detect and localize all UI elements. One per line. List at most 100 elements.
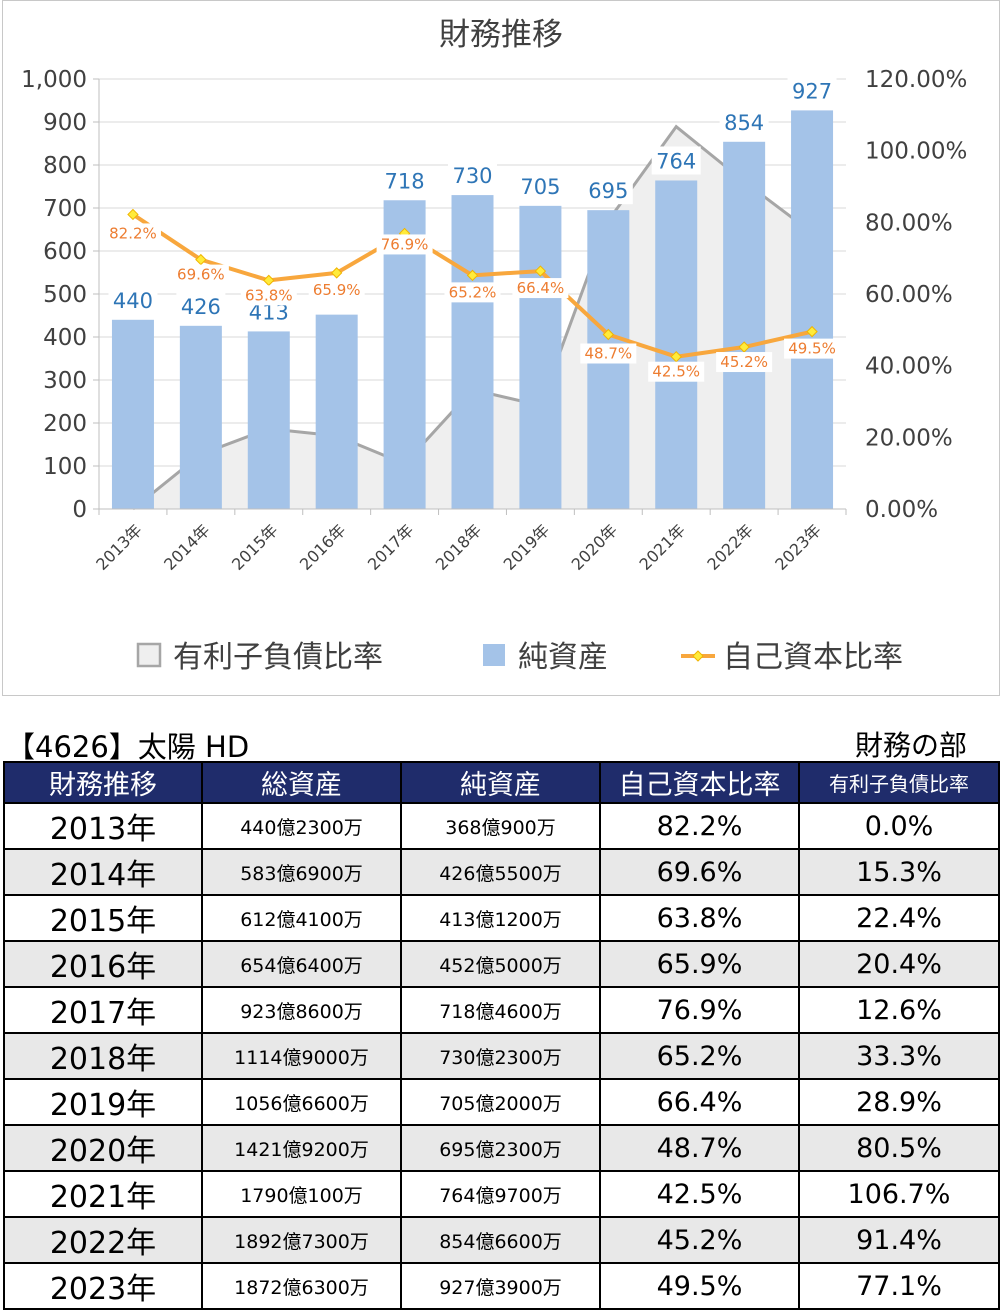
series-area-debt-ratio <box>132 126 813 510</box>
y-right-tick-label: 60.00% <box>865 282 953 308</box>
year-cell: 2019年 <box>3 1078 203 1126</box>
y-left-tick-label: 900 <box>43 110 87 136</box>
bar-label-bg <box>651 146 701 175</box>
table-row: 2017年 923億8600万 718億4600万 76.9% 12.6% <box>3 986 1000 1034</box>
net-assets-cell: 927億3900万 <box>400 1262 601 1310</box>
debt-ratio-cell: 91.4% <box>798 1216 1000 1264</box>
legend-label-debt-ratio: 有利子負債比率 <box>173 640 383 675</box>
line-label-bg <box>240 285 297 306</box>
y-left-tick-label: 300 <box>43 368 87 394</box>
total-assets-cell: 612億4100万 <box>201 894 402 942</box>
equity-ratio-cell: 63.8% <box>599 894 800 942</box>
table-row: 2016年 654億6400万 452億5000万 65.9% 20.4% <box>3 940 1000 988</box>
bar-net-assets <box>519 205 562 509</box>
line-data-label: 49.5% <box>788 340 836 358</box>
equity-ratio-cell: 82.2% <box>599 802 800 850</box>
legend-swatch-net-assets <box>483 644 505 666</box>
table-row: 2023年 1872億6300万 927億3900万 49.5% 77.1% <box>3 1262 1000 1310</box>
legend-label-net-assets: 純資産 <box>518 640 608 675</box>
y-left-tick-label: 100 <box>43 454 87 480</box>
header-debt-ratio: 有利子負債比率 <box>798 761 1000 804</box>
table-row: 2018年 1114億9000万 730億2300万 65.2% 33.3% <box>3 1032 1000 1080</box>
bar-data-label: 764 <box>656 149 696 173</box>
legend-marker-equity-ratio <box>692 650 704 662</box>
x-tick-label: 2013年 <box>92 520 146 574</box>
debt-ratio-cell: 106.7% <box>798 1170 1000 1218</box>
debt-ratio-cell: 0.0% <box>798 802 1000 850</box>
header-net-assets: 純資産 <box>400 761 601 804</box>
bar-data-label: 426 <box>181 295 221 319</box>
net-assets-cell: 368億900万 <box>400 802 601 850</box>
line-label-bg <box>648 361 705 382</box>
x-tick-label: 2019年 <box>500 520 554 574</box>
x-tick-label: 2014年 <box>160 520 214 574</box>
y-right-tick-label: 40.00% <box>865 354 953 380</box>
bar-net-assets <box>723 141 766 509</box>
section-caption: 財務の部 <box>854 729 967 762</box>
bar-label-bg <box>176 291 226 320</box>
equity-ratio-cell: 65.9% <box>599 940 800 988</box>
equity-ratio-cell: 45.2% <box>599 1216 800 1264</box>
net-assets-cell: 718億4600万 <box>400 986 601 1034</box>
header-year: 財務推移 <box>3 761 203 804</box>
equity-ratio-cell: 49.5% <box>599 1262 800 1310</box>
line-data-label: 48.7% <box>584 344 632 362</box>
net-assets-cell: 413億1200万 <box>400 894 601 942</box>
bar-label-bg <box>515 171 565 200</box>
year-cell: 2016年 <box>3 940 203 988</box>
y-right-tick-label: 100.00% <box>865 139 967 165</box>
line-data-label: 63.8% <box>245 286 293 304</box>
x-tick-label: 2018年 <box>432 520 486 574</box>
equity-ratio-cell: 69.6% <box>599 848 800 896</box>
table-row: 2014年 583億6900万 426億5500万 69.6% 15.3% <box>3 848 1000 896</box>
line-label-bg <box>104 223 161 244</box>
total-assets-cell: 923億8600万 <box>201 986 402 1034</box>
y-right-tick-label: 20.00% <box>865 425 953 451</box>
year-cell: 2017年 <box>3 986 203 1034</box>
point-equity-ratio <box>670 351 682 363</box>
header-equity-ratio: 自己資本比率 <box>599 761 800 804</box>
bar-label-bg <box>583 176 633 205</box>
bar-data-label: 927 <box>792 79 832 103</box>
equity-ratio-cell: 42.5% <box>599 1170 800 1218</box>
bar-net-assets <box>179 325 222 509</box>
table-row: 2015年 612億4100万 413億1200万 63.8% 22.4% <box>3 894 1000 942</box>
bar-net-assets <box>451 195 494 509</box>
net-assets-cell: 854億6600万 <box>400 1216 601 1264</box>
table-row: 2022年 1892億7300万 854億6600万 45.2% 91.4% <box>3 1216 1000 1264</box>
equity-ratio-cell: 76.9% <box>599 986 800 1034</box>
y-right-tick-label: 80.00% <box>865 210 953 236</box>
debt-ratio-cell: 28.9% <box>798 1078 1000 1126</box>
y-left-tick-label: 700 <box>43 196 87 222</box>
total-assets-cell: 1114億9000万 <box>201 1032 402 1080</box>
bar-net-assets <box>247 331 290 509</box>
point-equity-ratio <box>263 274 275 287</box>
year-cell: 2013年 <box>3 802 203 850</box>
bar-net-assets <box>111 319 154 509</box>
x-tick-label: 2021年 <box>636 520 690 574</box>
y-left-tick-label: 1,000 <box>21 67 87 93</box>
line-data-label: 45.2% <box>720 353 768 371</box>
point-equity-ratio <box>806 325 818 338</box>
line-data-label: 66.4% <box>517 279 565 297</box>
bar-data-label: 730 <box>452 164 492 188</box>
net-assets-cell: 764億9700万 <box>400 1170 601 1218</box>
table-row: 2019年 1056億6600万 705億2000万 66.4% 28.9% <box>3 1078 1000 1126</box>
total-assets-cell: 1790億100万 <box>201 1170 402 1218</box>
year-cell: 2022年 <box>3 1216 203 1264</box>
debt-ratio-cell: 77.1% <box>798 1262 1000 1310</box>
equity-ratio-cell: 65.2% <box>599 1032 800 1080</box>
point-equity-ratio <box>534 265 547 277</box>
debt-ratio-cell: 20.4% <box>798 940 1000 988</box>
line-data-label: 82.2% <box>109 224 157 242</box>
table-header-row: 財務推移 総資産 純資産 自己資本比率 有利子負債比率 <box>3 761 1000 804</box>
debt-ratio-cell: 33.3% <box>798 1032 1000 1080</box>
debt-ratio-cell: 22.4% <box>798 894 1000 942</box>
finance-table: 財務推移 総資産 純資産 自己資本比率 有利子負債比率 2013年 440億230… <box>3 761 1000 1310</box>
line-label-bg <box>580 343 637 364</box>
net-assets-cell: 452億5000万 <box>400 940 601 988</box>
line-data-label: 65.9% <box>313 281 361 299</box>
line-label-bg <box>784 338 841 359</box>
total-assets-cell: 654億6400万 <box>201 940 402 988</box>
bar-data-label: 695 <box>588 179 628 203</box>
